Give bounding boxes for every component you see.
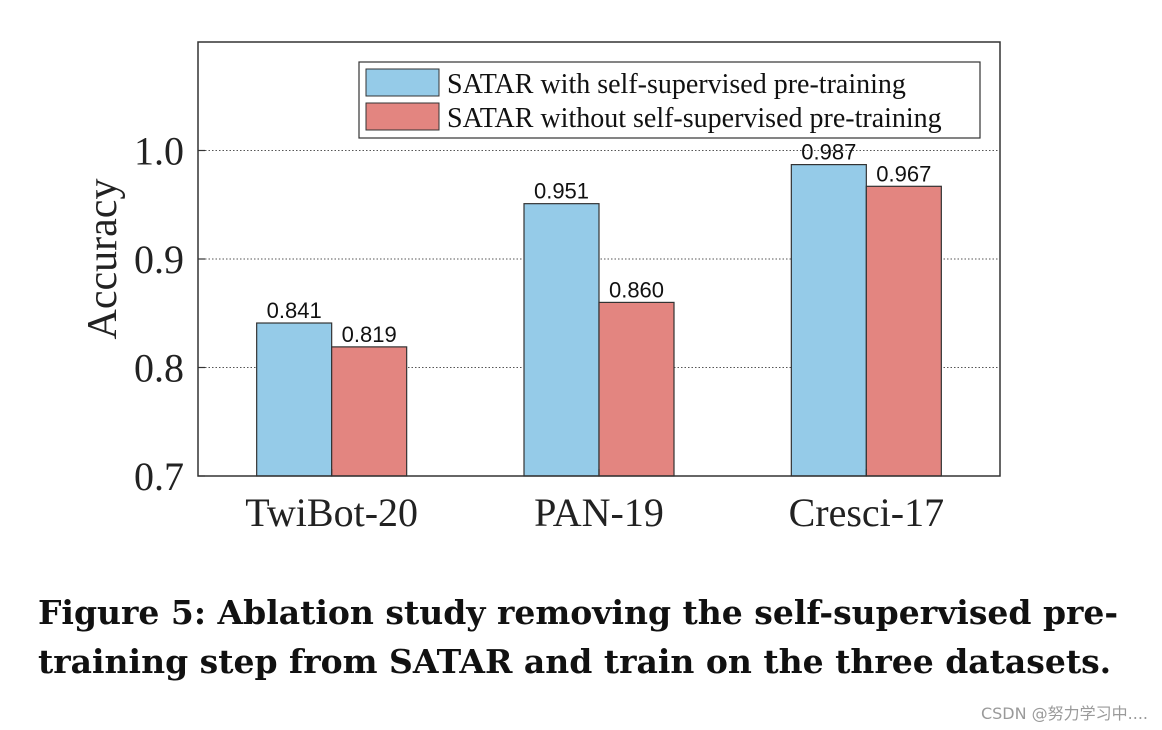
bars [256, 164, 942, 477]
x-tick-label: TwiBot-20 [245, 490, 418, 535]
y-tick-label: 1.0 [134, 129, 184, 174]
legend-box [358, 61, 981, 139]
y-tick-label: 0.8 [134, 346, 184, 391]
x-tick-label: Cresci-17 [789, 490, 945, 535]
legend: SATAR with self-supervised pre-training … [358, 61, 981, 139]
bar-cresci-17-series-0 [790, 164, 867, 477]
tick-labels: 0.7 0.8 0.9 1.0 TwiBot-20 PAN-19 Cresci-17 [134, 129, 944, 536]
bar-twibot-20-series-0 [256, 322, 333, 477]
y-axis-label: Accuracy [80, 179, 126, 340]
bar-value-label: 0.860 [609, 277, 664, 302]
watermark: CSDN @努力学习中.... [980, 704, 1148, 723]
bar-pan-19-series-1 [598, 301, 675, 477]
bar-value-label: 0.841 [267, 298, 322, 323]
bar-twibot-20-series-1 [331, 346, 408, 477]
bar-value-label: 0.987 [801, 140, 856, 165]
plot-frame [197, 41, 1001, 477]
bar-chart: 0.841 0.819 0.951 0.860 0.987 0.967 0.7 0.8 0.9… [80, 41, 1001, 536]
bar-value-label: 0.951 [534, 179, 589, 204]
figure-caption: Figure 5: Ablation study removing the se… [38, 593, 1119, 681]
data-labels: 0.841 0.819 0.951 0.860 0.987 0.967 [267, 140, 932, 347]
y-tick-label: 0.7 [134, 454, 184, 499]
legend-swatch-without-pretraining [365, 102, 440, 131]
legend-label-without-pretraining: SATAR without self-supervised pre-traini… [447, 103, 942, 134]
bar-cresci-17-series-1 [865, 185, 942, 477]
y-tick-label: 0.9 [134, 237, 184, 282]
x-tick-label: PAN-19 [534, 490, 664, 535]
bar-value-label: 0.819 [342, 322, 397, 347]
bar-value-label: 0.967 [876, 161, 931, 186]
legend-swatch-with-pretraining [365, 68, 440, 97]
bar-pan-19-series-0 [523, 203, 600, 477]
legend-label-with-pretraining: SATAR with self-supervised pre-training [447, 69, 906, 100]
